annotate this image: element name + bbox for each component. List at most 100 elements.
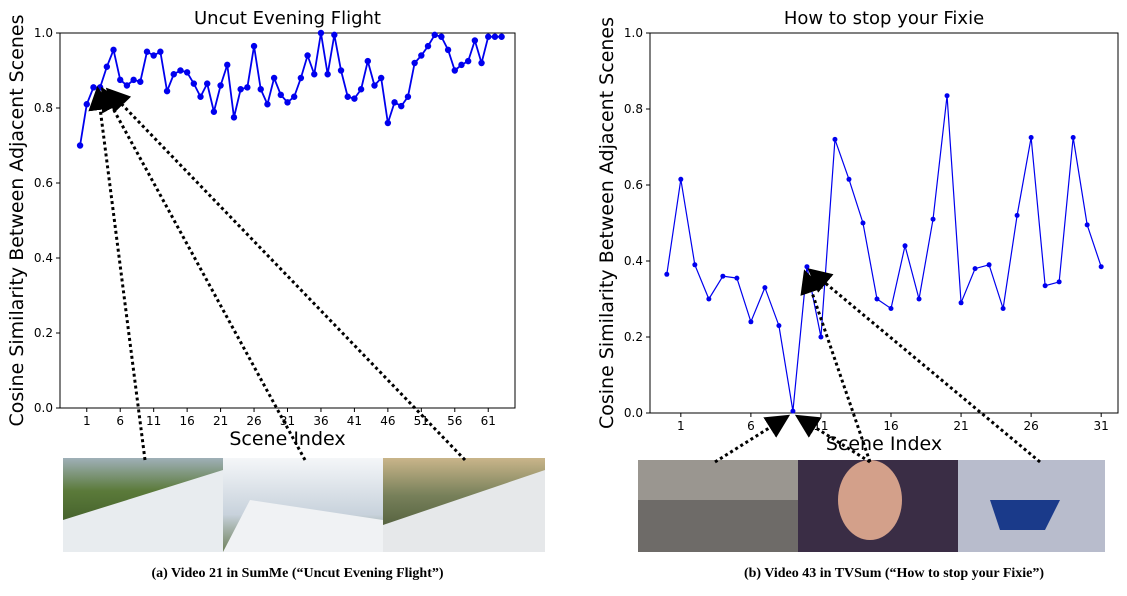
point: [776, 323, 782, 329]
point: [491, 33, 499, 40]
x-tick-label: 56: [447, 414, 462, 428]
point: [337, 67, 345, 74]
point: [1042, 283, 1048, 289]
x-tick-label: 1: [677, 419, 685, 433]
chart: 0.00.20.40.60.81.01 6 11 16 21 26 31 36 41 46 51 56…: [6, 8, 516, 581]
x-tick-label: 11: [813, 419, 828, 433]
point: [284, 99, 291, 106]
y-tick-label: 0.4: [34, 251, 53, 265]
point: [384, 119, 392, 127]
point: [832, 136, 838, 142]
point: [177, 67, 184, 74]
point: [720, 273, 726, 279]
chart-title: How to stop your Fixie: [784, 8, 984, 29]
y-tick-label: 1.0: [624, 26, 643, 40]
point: [257, 86, 264, 93]
point: [90, 84, 97, 91]
y-tick-label: 0.2: [34, 326, 53, 340]
point: [76, 142, 84, 149]
point: [277, 91, 285, 99]
point: [357, 86, 365, 93]
point: [972, 266, 978, 272]
x-tick-label: 46: [380, 414, 395, 428]
point: [331, 31, 338, 39]
point: [204, 80, 211, 87]
point: [170, 71, 177, 78]
point: [398, 102, 405, 110]
x-tick-label: 31: [280, 414, 295, 428]
point: [157, 48, 164, 55]
y-axis-label: Cosine Similarity Between Adjacent Scene…: [596, 17, 618, 429]
x-tick-label: 61: [481, 414, 496, 428]
caption: (a) Video 21 in SumMe (“Uncut Evening Fl…: [151, 566, 443, 581]
y-tick-label: 0.0: [34, 401, 53, 415]
point: [130, 76, 137, 84]
series-line: [666, 95, 1102, 412]
point: [317, 29, 325, 37]
x-axis-label: Scene Index: [229, 428, 345, 450]
point: [1056, 279, 1062, 285]
point: [438, 33, 445, 40]
y-tick-label: 0.4: [624, 254, 643, 268]
point: [117, 76, 124, 84]
point: [706, 296, 712, 302]
point: [324, 71, 331, 78]
x-axis-label: Scene Index: [826, 433, 942, 455]
point: [485, 33, 492, 40]
y-tick-label: 0.2: [624, 330, 643, 344]
point: [411, 59, 418, 67]
point: [311, 71, 318, 78]
point: [888, 306, 894, 311]
point: [377, 74, 385, 82]
x-tick-label: 6: [116, 414, 124, 428]
x-tick-label: 36: [313, 414, 328, 428]
x-tick-label: 21: [213, 414, 228, 428]
y-tick-label: 0.8: [624, 102, 643, 116]
point: [143, 48, 151, 55]
point: [1028, 135, 1034, 140]
point: [431, 31, 438, 39]
x-tick-label: 6: [747, 419, 755, 433]
point: [110, 46, 117, 54]
point: [163, 87, 171, 95]
arrows: [88, 86, 1041, 464]
point: [498, 33, 505, 40]
point: [103, 63, 111, 70]
x-tick-label: 16: [883, 419, 898, 433]
point: [916, 296, 922, 302]
point: [860, 220, 866, 226]
point: [297, 74, 305, 82]
point: [351, 95, 358, 102]
point: [464, 57, 472, 65]
y-axis-label: Cosine Similarity Between Adjacent Scene…: [6, 14, 28, 426]
plot-frame: [59, 32, 516, 409]
y-tick-label: 1.0: [34, 26, 53, 40]
point: [137, 78, 144, 85]
point: [183, 69, 191, 76]
point: [748, 319, 754, 325]
point: [1098, 264, 1104, 270]
point: [304, 52, 311, 59]
y-tick-label: 0.6: [34, 176, 53, 190]
point: [96, 84, 104, 91]
point: [1084, 222, 1090, 228]
point: [424, 42, 432, 50]
point: [250, 42, 258, 50]
point: [418, 52, 425, 59]
point: [471, 37, 479, 44]
point: [190, 80, 198, 87]
caption: (b) Video 43 in TVSum (“How to stop your…: [744, 566, 1044, 581]
x-tick-label: 16: [179, 414, 194, 428]
series-line: [79, 32, 502, 146]
point: [451, 67, 458, 74]
point: [123, 82, 131, 89]
point: [244, 84, 251, 91]
y-tick-label: 0.8: [34, 101, 53, 115]
point: [1070, 135, 1076, 140]
point: [944, 93, 950, 99]
thumbnails-a: [63, 458, 545, 552]
point: [364, 57, 371, 65]
